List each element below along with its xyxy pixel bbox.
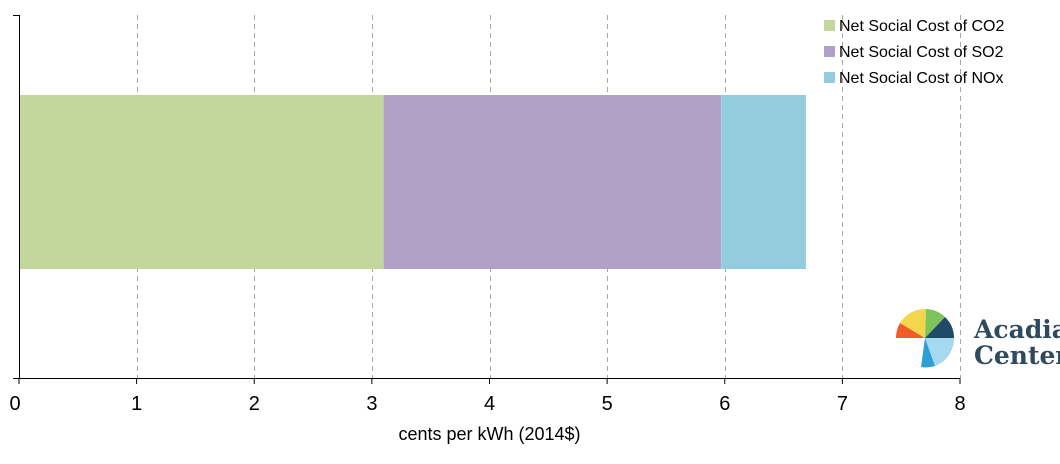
x-tick-label: 2 bbox=[249, 393, 260, 415]
bar-segment-3 bbox=[721, 95, 806, 269]
x-tick-label: 4 bbox=[484, 393, 495, 415]
legend-label: Net Social Cost of CO2 bbox=[839, 18, 1005, 35]
legend-swatch bbox=[824, 72, 835, 83]
legend: Net Social Cost of CO2 Net Social Cost of… bbox=[824, 18, 1005, 87]
x-tick-label: 5 bbox=[602, 393, 613, 415]
logo-text-acadia: Acadia bbox=[973, 315, 1060, 344]
acadia-center-logo-icon bbox=[895, 308, 955, 368]
x-tick-label: 6 bbox=[719, 393, 730, 415]
logo-text-center: Center bbox=[974, 341, 1060, 370]
legend-swatch bbox=[824, 46, 835, 57]
x-tick-label: 1 bbox=[131, 393, 142, 415]
x-tick-label: 8 bbox=[954, 393, 965, 415]
x-axis-title: cents per kWh (2014$) bbox=[398, 424, 580, 444]
bar-segment-1 bbox=[19, 95, 384, 269]
x-tick-labels: 0 1 2 3 4 5 6 7 8 bbox=[9, 393, 965, 415]
x-tick-label: 3 bbox=[366, 393, 377, 415]
bars bbox=[19, 95, 806, 269]
x-tick-label: 0 bbox=[9, 393, 20, 415]
legend-label: Net Social Cost of SO2 bbox=[839, 44, 1004, 61]
x-tick-label: 7 bbox=[837, 393, 848, 415]
legend-swatch bbox=[824, 20, 835, 31]
acadia-center-logo: Acadia Center bbox=[895, 308, 1060, 370]
bar-segment-2 bbox=[383, 95, 722, 269]
axes bbox=[13, 15, 961, 384]
legend-label: Net Social Cost of NOx bbox=[839, 70, 1004, 87]
